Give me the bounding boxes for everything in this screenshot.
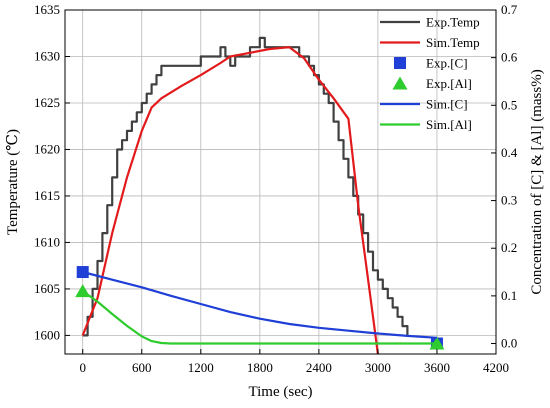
legend-swatch-exp-c bbox=[394, 57, 406, 69]
legend-swatch-exp-al bbox=[392, 76, 408, 90]
y-right-tick-label: 0.7 bbox=[501, 2, 518, 17]
y-left-tick-label: 1610 bbox=[34, 234, 60, 249]
y-right-tick-label: 0.3 bbox=[501, 193, 517, 208]
y-left-tick-label: 1600 bbox=[34, 327, 60, 342]
series-line-sim-c bbox=[82, 270, 438, 339]
y-left-tick-label: 1625 bbox=[34, 95, 60, 110]
x-tick-label: 1200 bbox=[188, 360, 214, 375]
y-right-tick-label: 0.5 bbox=[501, 97, 517, 112]
legend-layer: Exp.Temp Sim.Temp Exp.[C] Exp.[Al] Sim.[C] Si… bbox=[380, 15, 480, 132]
y-right-tick-label: 0.2 bbox=[501, 240, 517, 255]
x-tick-label: 0 bbox=[79, 360, 86, 375]
y-left-tick-label: 1620 bbox=[34, 141, 60, 156]
y-right-tick-label: 0.0 bbox=[501, 336, 517, 351]
x-tick-label: 3600 bbox=[424, 360, 450, 375]
x-tick-label: 600 bbox=[132, 360, 152, 375]
legend-label-exp-al: Exp.[Al] bbox=[426, 76, 472, 91]
y-axis-title-left: Temperature (℃) bbox=[5, 129, 21, 235]
y-left-tick-label: 1630 bbox=[34, 48, 60, 63]
legend-label-exp-c: Exp.[C] bbox=[426, 56, 468, 71]
y-right-tick-label: 0.6 bbox=[501, 50, 518, 65]
legend-label-sim-temp: Sim.Temp bbox=[426, 35, 480, 50]
series-line-sim-temp bbox=[81, 46, 379, 355]
series-layer bbox=[75, 36, 445, 355]
legend-label-exp-temp: Exp.Temp bbox=[426, 15, 480, 30]
legend-label-sim-al: Sim.[Al] bbox=[426, 117, 472, 132]
y-left-tick-label: 1615 bbox=[34, 188, 60, 203]
x-tick-label: 1800 bbox=[247, 360, 273, 375]
x-tick-label: 4200 bbox=[483, 360, 509, 375]
y-right-tick-label: 0.4 bbox=[501, 145, 518, 160]
y-left-tick-label: 1635 bbox=[34, 2, 60, 17]
plot-frame bbox=[64, 9, 497, 355]
series-line-exp-temp bbox=[82, 36, 409, 337]
y-left-tick-label: 1605 bbox=[34, 281, 60, 296]
legend-label-sim-c: Sim.[C] bbox=[426, 97, 468, 112]
y-axis-title-right: Concentration of [C] & [Al] (mass%) bbox=[529, 69, 545, 294]
x-axis-title: Time (sec) bbox=[248, 384, 312, 400]
series-line-sim-al bbox=[82, 290, 437, 345]
y-right-tick-label: 0.1 bbox=[501, 288, 517, 303]
x-tick-label: 3000 bbox=[365, 360, 391, 375]
ticks-layer: 0 600 1200 1800 2400 3000 3600 4200 1600 1605 1610… bbox=[34, 2, 518, 375]
x-tick-label: 2400 bbox=[306, 360, 332, 375]
